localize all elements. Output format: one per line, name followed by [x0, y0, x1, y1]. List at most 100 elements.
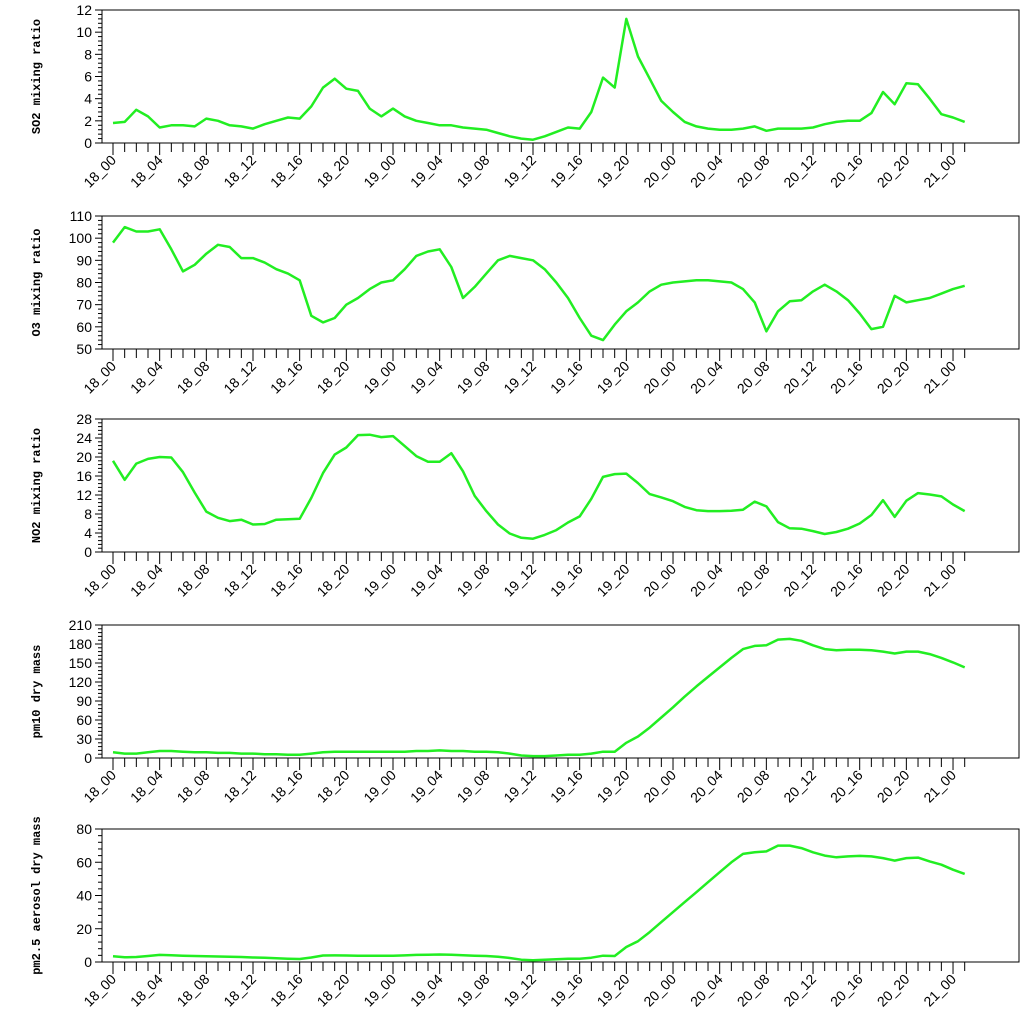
x-tick-label: 19_08 [454, 152, 493, 191]
y-tick-label: 8 [84, 506, 92, 522]
x-tick-label: 21_00 [920, 971, 959, 1010]
x-tick-label: 21_00 [920, 561, 959, 600]
y-tick-label: 12 [76, 2, 92, 18]
x-tick-label: 18_04 [127, 358, 166, 397]
x-tick-label: 18_08 [174, 358, 213, 397]
series-line [112, 225, 966, 342]
x-tick-label: 18_12 [220, 561, 259, 600]
x-tick-label: 18_04 [127, 561, 166, 600]
x-tick-label: 19_04 [407, 152, 446, 191]
x-tick-label: 19_12 [500, 152, 539, 191]
x-tick-label: 21_00 [920, 767, 959, 806]
x-tick-label: 18_00 [80, 971, 119, 1010]
x-tick-label: 19_00 [360, 971, 399, 1010]
x-tick-label: 20_20 [874, 971, 913, 1010]
y-axis-label: pm2.5 aerosol dry mass [30, 816, 44, 974]
y-tick-label: 80 [76, 275, 92, 291]
x-tick-label: 20_08 [734, 971, 773, 1010]
x-tick-label: 19_16 [547, 971, 586, 1010]
x-tick-label: 18_20 [314, 971, 353, 1010]
y-tick-label: 90 [76, 693, 92, 709]
x-tick-label: 19_08 [454, 561, 493, 600]
plot-frame [101, 418, 1020, 553]
x-tick-label: 18_04 [127, 971, 166, 1010]
y-tick-label: 8 [84, 46, 92, 62]
series-line [111, 433, 966, 540]
x-tick-label: 18_20 [314, 152, 353, 191]
x-tick-label: 19_12 [500, 561, 539, 600]
x-tick-label: 18_20 [314, 767, 353, 806]
y-tick-label: 28 [76, 411, 92, 427]
x-tick-label: 19_12 [500, 358, 539, 397]
x-tick-label: 19_20 [594, 971, 633, 1010]
x-tick-label: 18_12 [220, 971, 259, 1010]
y-tick-label: 20 [76, 449, 92, 465]
y-tick-label: 60 [76, 712, 92, 728]
y-tick-label: 12 [76, 487, 92, 503]
series-line [112, 844, 966, 962]
x-tick-label: 19_04 [407, 971, 446, 1010]
y-tick-label: 0 [84, 954, 92, 970]
y-axis-label: pm10 dry mass [30, 645, 44, 739]
x-tick-label: 18_04 [127, 767, 166, 806]
x-tick-label: 19_16 [547, 152, 586, 191]
x-tick-label: 18_20 [314, 358, 353, 397]
x-tick-label: 20_04 [687, 767, 726, 806]
x-tick-label: 19_00 [360, 152, 399, 191]
x-tick-label: 20_16 [827, 767, 866, 806]
y-tick-label: 210 [69, 617, 93, 633]
y-tick-label: 4 [84, 525, 92, 541]
y-tick-label: 0 [84, 544, 92, 560]
series-line [112, 637, 966, 758]
x-tick-label: 20_04 [687, 358, 726, 397]
x-tick-label: 19_12 [500, 971, 539, 1010]
plot-frame [101, 9, 1020, 144]
x-tick-label: 20_00 [640, 152, 679, 191]
y-tick-label: 2 [84, 113, 92, 129]
x-tick-label: 20_12 [780, 358, 819, 397]
chart-panel-1: 0 2 4 6 8 10 12 SO2 mixing ratio 18_00 18_04 18_08… [30, 2, 1020, 191]
y-tick-label: 80 [76, 821, 92, 837]
x-tick-label: 18_08 [174, 561, 213, 600]
x-tick-label: 20_12 [780, 152, 819, 191]
y-tick-label: 60 [76, 319, 92, 335]
x-tick-label: 19_20 [594, 152, 633, 191]
x-tick-label: 20_00 [640, 971, 679, 1010]
x-tick-label: 21_00 [920, 358, 959, 397]
y-axis-label: SO2 mixing ratio [30, 19, 44, 134]
y-tick-label: 110 [70, 208, 93, 224]
x-tick-label: 18_16 [267, 152, 306, 191]
y-tick-label: 90 [76, 252, 92, 268]
x-tick-label: 18_08 [174, 152, 213, 191]
x-tick-label: 19_00 [360, 358, 399, 397]
x-tick-label: 19_20 [594, 767, 633, 806]
y-tick-label: 0 [84, 135, 92, 151]
plot-frame [101, 624, 1020, 759]
x-tick-label: 19_04 [407, 767, 446, 806]
y-axis-label: NO2 mixing ratio [30, 428, 44, 543]
x-tick-label: 20_12 [780, 561, 819, 600]
x-tick-label: 18_04 [127, 152, 166, 191]
x-tick-label: 19_16 [547, 358, 586, 397]
x-tick-label: 20_04 [687, 561, 726, 600]
y-tick-label: 16 [76, 468, 92, 484]
y-tick-label: 60 [76, 854, 92, 870]
x-tick-label: 19_16 [547, 767, 586, 806]
x-tick-label: 18_08 [174, 971, 213, 1010]
y-tick-label: 0 [84, 750, 92, 766]
x-tick-label: 19_20 [594, 561, 633, 600]
y-tick-label: 70 [76, 297, 92, 313]
x-tick-label: 20_04 [687, 152, 726, 191]
x-tick-label: 20_00 [640, 358, 679, 397]
x-tick-label: 20_16 [827, 152, 866, 191]
x-tick-label: 18_16 [267, 561, 306, 600]
y-tick-label: 20 [76, 921, 92, 937]
x-tick-label: 19_16 [547, 561, 586, 600]
series-line [112, 17, 966, 141]
x-tick-label: 19_00 [360, 561, 399, 600]
plot-frame [101, 215, 1020, 350]
x-tick-label: 19_04 [407, 561, 446, 600]
y-tick-label: 150 [69, 655, 93, 671]
x-tick-label: 19_00 [360, 767, 399, 806]
